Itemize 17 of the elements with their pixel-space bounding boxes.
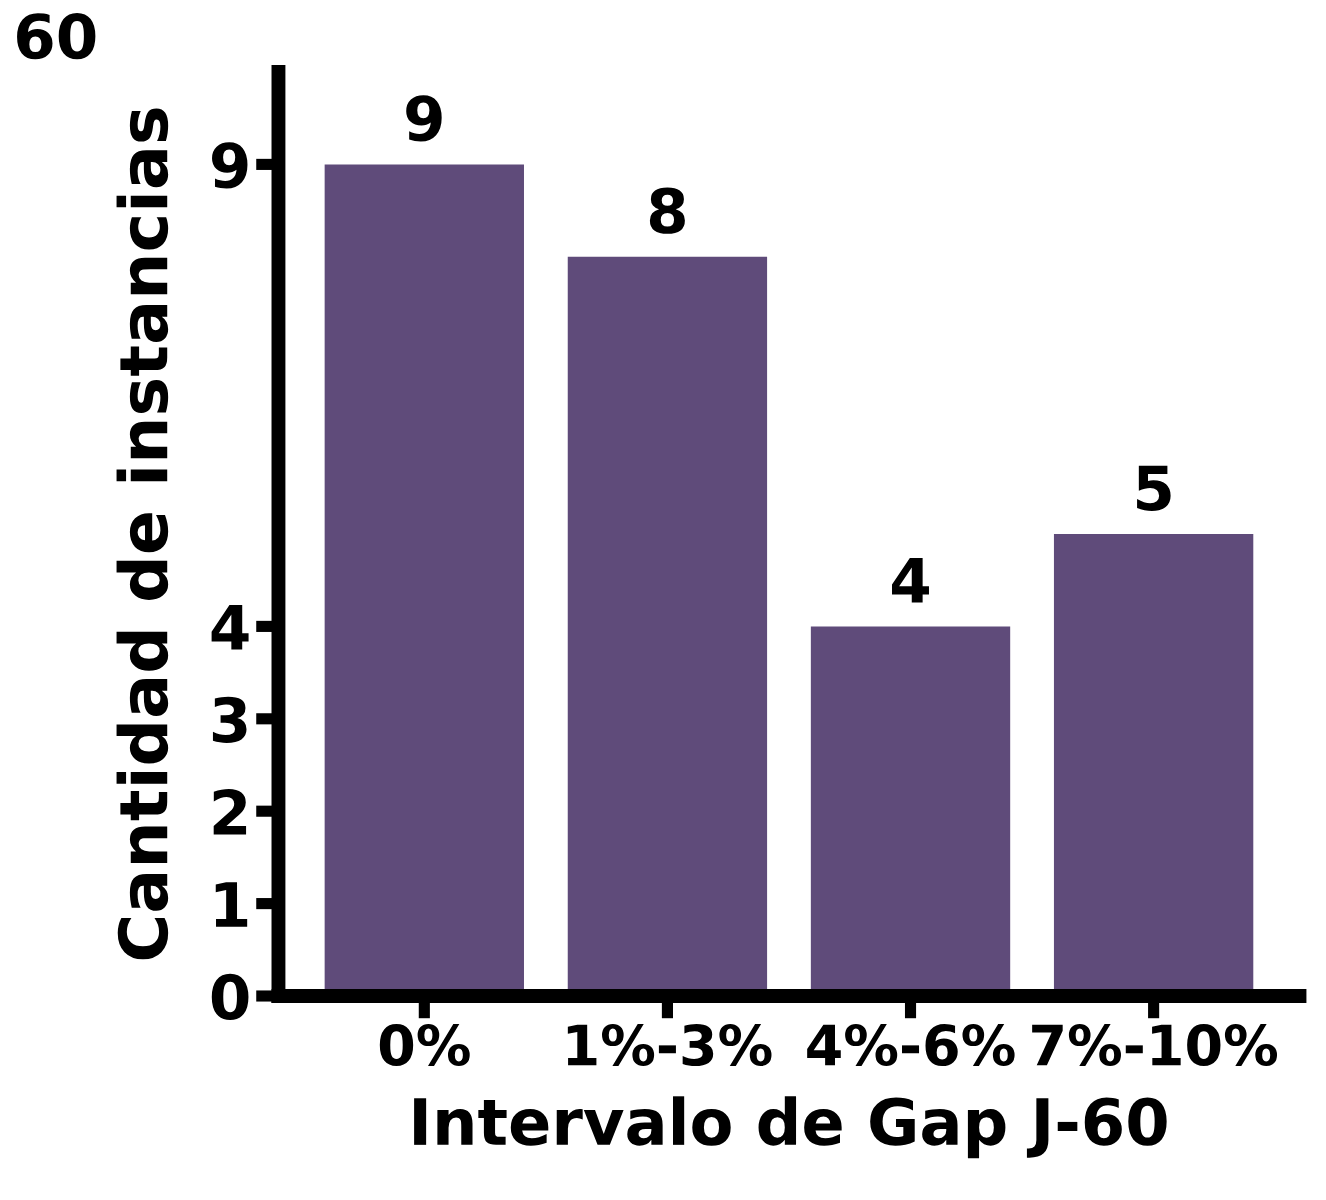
x-tick-label: 4%-6%: [807, 1024, 1015, 1067]
x-tick-label: 0%: [379, 1024, 470, 1067]
data-label: 9: [406, 95, 442, 142]
y-tick-label: 0: [211, 973, 249, 1021]
y-tick-label: 4: [211, 605, 249, 650]
y-tick-label: 1: [215, 882, 248, 927]
chart-title: 60: [17, 13, 96, 60]
data-label: 5: [1137, 465, 1171, 512]
data-label: 4: [892, 558, 929, 603]
x-tick-label: 1%-3%: [567, 1024, 772, 1067]
x-axis-title: Intervalo de Gap J-60: [414, 1096, 1167, 1159]
y-tick-label: 9: [212, 142, 248, 189]
x-tick-label: 7%-10%: [1032, 1024, 1278, 1067]
data-label: 8: [649, 187, 685, 234]
y-tick-label: 2: [213, 789, 247, 835]
y-axis-title: Cantidad de instancias: [116, 108, 169, 960]
y-tick-label: 3: [212, 696, 247, 743]
